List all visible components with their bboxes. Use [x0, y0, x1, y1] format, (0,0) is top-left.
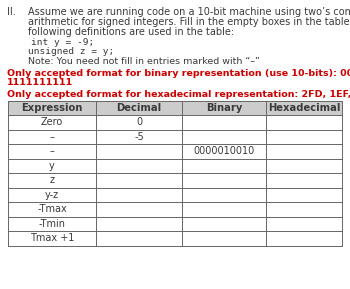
Text: following definitions are used in the table:: following definitions are used in the ta…	[28, 27, 234, 37]
Text: Binary: Binary	[206, 103, 242, 113]
Text: 1111111111: 1111111111	[7, 78, 73, 87]
Text: y: y	[49, 161, 55, 171]
Text: II.: II.	[7, 7, 16, 17]
Text: Expression: Expression	[21, 103, 83, 113]
Text: Tmax +1: Tmax +1	[30, 233, 74, 243]
Text: arithmetic for signed integers. Fill in the empty boxes in the table below. The: arithmetic for signed integers. Fill in …	[28, 17, 350, 27]
Text: -Tmax: -Tmax	[37, 204, 67, 214]
Text: Zero: Zero	[41, 117, 63, 127]
Text: y-z: y-z	[45, 190, 59, 200]
Text: 0: 0	[136, 117, 142, 127]
Text: Decimal: Decimal	[117, 103, 162, 113]
Text: int y = -9;: int y = -9;	[31, 38, 94, 47]
Text: Only accepted format for hexadecimal representation: 2FD, 1EF, 3FF: Only accepted format for hexadecimal rep…	[7, 90, 350, 99]
Text: -5: -5	[134, 132, 144, 142]
Text: Hexadecimal: Hexadecimal	[268, 103, 340, 113]
Text: –: –	[50, 132, 55, 142]
Text: 0000010010: 0000010010	[193, 146, 255, 156]
Text: -Tmin: -Tmin	[38, 219, 65, 229]
Text: Only accepted format for binary representation (use 10-bits): 0000000000,: Only accepted format for binary represen…	[7, 68, 350, 78]
Bar	[8, 101, 342, 115]
Text: –: –	[50, 146, 55, 156]
Text: unsigned z = y;: unsigned z = y;	[28, 47, 114, 56]
Text: z: z	[49, 175, 55, 185]
Text: Assume we are running code on a 10-bit machine using two’s complement: Assume we are running code on a 10-bit m…	[28, 7, 350, 17]
Text: Note: You need not fill in entries marked with “–”: Note: You need not fill in entries marke…	[28, 57, 260, 66]
